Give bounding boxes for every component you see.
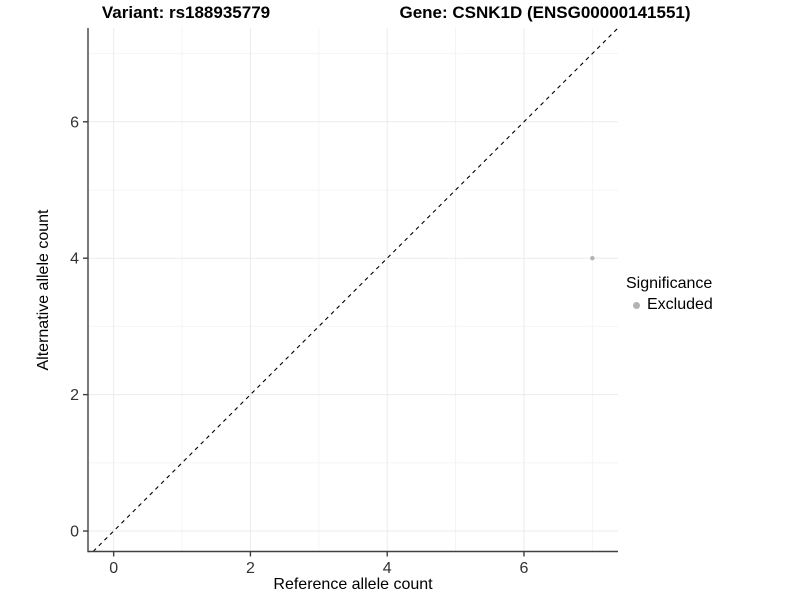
- y-tick-label: 0: [70, 524, 79, 541]
- y-tick-label: 6: [70, 114, 79, 131]
- legend-item-excluded: Excluded: [626, 296, 798, 314]
- x-tick-label: 6: [520, 560, 529, 577]
- variant-title: Variant: rs188935779: [101, 3, 271, 22]
- x-tick-label: 4: [383, 560, 392, 577]
- x-tick-label: 0: [109, 560, 118, 577]
- legend-item-label: Excluded: [647, 296, 713, 313]
- x-tick-label: 2: [246, 560, 255, 577]
- y-tick-label: 4: [70, 251, 79, 268]
- y-axis-title: Alternative allele count: [35, 209, 52, 371]
- data-point: [590, 256, 595, 261]
- x-axis-title: Reference allele count: [273, 576, 433, 593]
- excluded-point-icon: [633, 301, 640, 309]
- identity-line: [92, 27, 619, 552]
- y-tick-label: 2: [70, 387, 79, 404]
- legend: Significance Excluded: [626, 274, 798, 314]
- gene-title: Gene: CSNK1D (ENSG00000141551): [399, 3, 691, 22]
- legend-title: Significance: [626, 275, 713, 292]
